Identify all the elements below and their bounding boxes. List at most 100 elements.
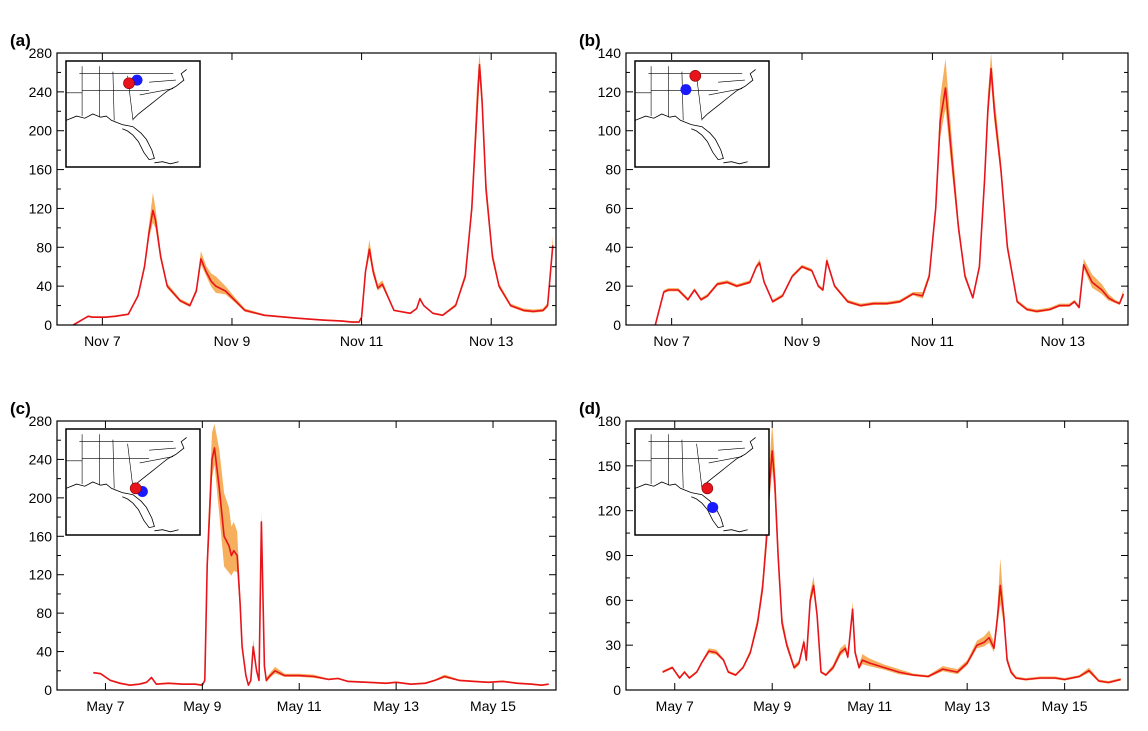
- x-tick-label: May 7: [656, 698, 694, 714]
- y-tick-label: 60: [605, 200, 621, 216]
- panel-c: (c) 0 40 80 120 160 200 240 280 May 7 May 9 May 11 M…: [10, 399, 557, 714]
- x-tick-label: May 9: [753, 698, 791, 714]
- y-tick-label: 140: [598, 45, 622, 61]
- inset-east-coast: [132, 437, 187, 488]
- y-tick-label: 150: [598, 458, 622, 474]
- y-tick-label: 40: [36, 278, 52, 294]
- inset-map: [65, 60, 201, 168]
- x-tick-label: May 13: [944, 698, 990, 714]
- inset-state-border: [149, 79, 176, 83]
- inset-keys: [154, 529, 179, 533]
- inset-state-border: [696, 443, 703, 489]
- inset-blue-dot: [707, 501, 719, 513]
- inset-map: [634, 428, 770, 536]
- y-tick-label: 0: [44, 317, 52, 333]
- inset-red-dot: [701, 482, 714, 495]
- panel-b: (b) 0 20 40 60 80 100 120 140 Nov 7 Nov 9 Nov 11 Nov…: [579, 31, 1129, 349]
- inset-red-dot: [123, 77, 135, 90]
- inset-state-border: [112, 439, 115, 489]
- inset-state-border: [112, 71, 115, 121]
- y-tick-label: 160: [29, 528, 53, 544]
- y-tick-label: 80: [36, 239, 52, 255]
- inset-state-border: [708, 456, 743, 464]
- panel-label: (b): [579, 31, 601, 50]
- inset-coastline: [65, 481, 155, 529]
- y-tick-label: 240: [29, 451, 53, 467]
- inset-east-coast: [701, 69, 756, 120]
- inset-state-border: [139, 456, 174, 464]
- y-tick-label: 120: [598, 84, 622, 100]
- x-tick-label: Nov 7: [84, 333, 121, 349]
- series-line: [93, 447, 549, 687]
- inset-state-border: [696, 75, 703, 121]
- series-line: [72, 63, 554, 326]
- panel-label: (d): [579, 399, 601, 418]
- x-tick-label: May 11: [277, 698, 322, 714]
- y-tick-label: 280: [29, 413, 53, 429]
- inset-coastline: [634, 481, 724, 529]
- uncertainty-band: [655, 53, 1124, 325]
- x-tick-label: May 15: [470, 698, 516, 714]
- x-tick-label: Nov 11: [911, 333, 955, 349]
- inset-state-border: [127, 443, 134, 489]
- inset-frame: [634, 428, 770, 536]
- x-tick-label: May 13: [373, 698, 419, 714]
- panel-a: (a) 0 40 80 120 160 200 240 280 Nov 7 Nov 9 Nov 11 N…: [10, 31, 557, 349]
- panel-label: (c): [10, 399, 31, 418]
- x-tick-label: May 9: [183, 698, 221, 714]
- inset-coastline: [634, 113, 724, 161]
- x-tick-label: May 7: [86, 698, 124, 714]
- inset-keys: [154, 161, 179, 165]
- inset-blue-dot: [680, 84, 692, 96]
- y-tick-label: 60: [605, 592, 621, 608]
- inset-state-border: [681, 439, 684, 489]
- x-tick-label: Nov 11: [340, 333, 384, 349]
- inset-coastline: [65, 113, 155, 161]
- inset-red-dot: [129, 482, 142, 495]
- x-tick-label: Nov 13: [469, 333, 514, 349]
- inset-state-border: [681, 71, 684, 121]
- inset-map: [65, 428, 201, 536]
- inset-keys: [723, 529, 748, 533]
- y-tick-label: 0: [613, 317, 621, 333]
- inset-east-coast: [701, 437, 756, 488]
- x-tick-label: Nov 13: [1041, 333, 1086, 349]
- y-tick-label: 80: [36, 605, 52, 621]
- inset-state-border: [718, 79, 745, 83]
- series-line: [654, 67, 1125, 326]
- x-tick-label: Nov 9: [784, 333, 821, 349]
- x-tick-label: Nov 7: [653, 333, 690, 349]
- y-tick-label: 80: [605, 162, 621, 178]
- inset-frame: [65, 428, 201, 536]
- y-tick-label: 0: [44, 682, 52, 698]
- y-tick-label: 40: [36, 644, 52, 660]
- y-tick-label: 280: [29, 45, 53, 61]
- y-tick-label: 120: [29, 200, 53, 216]
- inset-map: [634, 60, 770, 168]
- y-tick-label: 120: [29, 567, 53, 583]
- inset-red-dot: [689, 70, 702, 82]
- x-tick-label: Nov 9: [214, 333, 251, 349]
- y-tick-label: 90: [605, 548, 621, 564]
- inset-state-border: [149, 447, 176, 451]
- y-tick-label: 40: [605, 239, 621, 255]
- y-tick-label: 240: [29, 84, 53, 100]
- y-tick-label: 30: [605, 637, 621, 653]
- x-tick-label: May 15: [1042, 698, 1088, 714]
- y-tick-label: 160: [29, 162, 53, 178]
- y-tick-label: 0: [613, 682, 621, 698]
- inset-keys: [723, 161, 748, 165]
- y-tick-label: 200: [29, 490, 53, 506]
- series-line: [662, 450, 1121, 684]
- inset-state-border: [718, 447, 745, 451]
- y-tick-label: 200: [29, 123, 53, 139]
- panel-label: (a): [10, 31, 31, 50]
- y-tick-label: 180: [598, 413, 622, 429]
- x-tick-label: May 11: [847, 698, 892, 714]
- panel-d: (d) 0 30 60 90 120 150 180 May 7 May 9 May 11 May 1…: [579, 399, 1129, 714]
- y-tick-label: 20: [605, 278, 621, 294]
- inset-east-coast: [132, 69, 187, 120]
- inset-frame: [634, 60, 770, 168]
- y-tick-label: 120: [598, 503, 622, 519]
